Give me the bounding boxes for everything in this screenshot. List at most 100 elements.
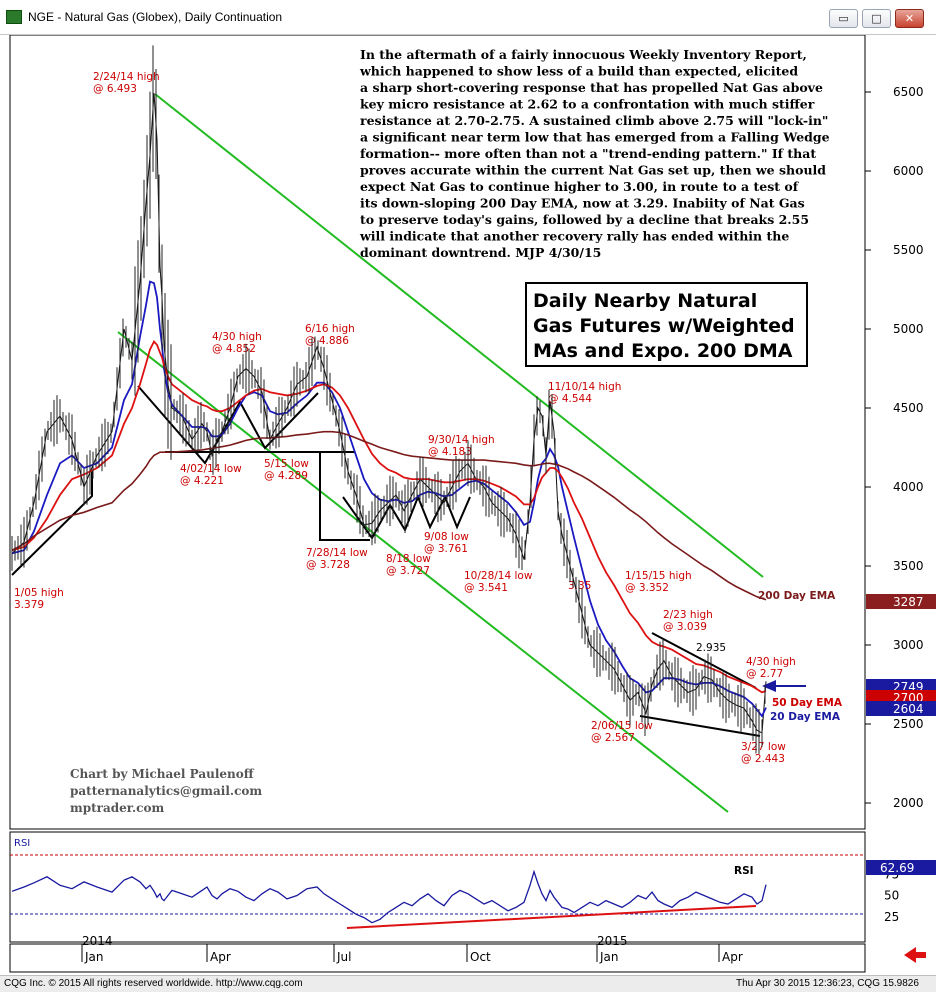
annotation-value: @ 4.852 — [212, 343, 256, 355]
annotation-label: 11/10/14 high — [548, 381, 621, 393]
annotation-value: @ 4.221 — [180, 475, 224, 487]
annotation-label: 9/08 low — [424, 531, 469, 543]
chart-title-line: MAs and Expo. 200 DMA — [533, 340, 793, 362]
annotation-value: @ 2.443 — [741, 753, 785, 765]
month-label: Jul — [336, 950, 351, 964]
credits: Chart by Michael Paulenoff patternanalyti… — [70, 767, 262, 815]
wedge-lower-line — [639, 715, 761, 737]
commentary-line: In the aftermath of a fairly innocuous W… — [360, 47, 807, 62]
app-icon — [6, 10, 22, 24]
credit-line: mptrader.com — [70, 801, 164, 815]
month-label: Oct — [470, 950, 491, 964]
commentary-line: proves accurate within the current Nat G… — [360, 163, 826, 178]
rsi-panel-frame — [9, 831, 866, 943]
commentary-line: which happened to show less of a build t… — [359, 64, 798, 79]
credit-line: patternanalytics@gmail.com — [70, 784, 262, 798]
commentary-line: its down-sloping 200 Day EMA, now at 3.2… — [360, 196, 805, 211]
minimize-button[interactable]: ▭ — [829, 9, 858, 28]
maximize-button[interactable]: □ — [862, 9, 891, 28]
price-tick-label: 6500 — [893, 85, 924, 99]
measure-bracket — [319, 452, 370, 541]
annotation-label: 7/28/14 low — [306, 547, 368, 559]
chart-title-line: Gas Futures w/Weighted — [533, 315, 795, 337]
annotation-value: @ 6.493 — [93, 83, 137, 95]
legend-ema50: 50 Day EMA — [772, 697, 843, 709]
annotation-value: @ 3.039 — [663, 621, 707, 633]
month-label: Apr — [210, 950, 231, 964]
month-label: Jan — [599, 950, 619, 964]
annotation-label: 8/18 low — [386, 553, 431, 565]
price-tick-label: 4000 — [893, 480, 924, 494]
annotation-value: @ 4.183 — [428, 446, 472, 458]
month-label: Jan — [84, 950, 104, 964]
commentary-line: resistance at 2.70-2.75. A sustained cli… — [360, 113, 828, 128]
price-tick-label: 5000 — [893, 322, 924, 336]
annotation-label: 4/30 high — [746, 656, 796, 668]
year-label: 2014 — [82, 934, 113, 948]
annotation-label: 5/15 low — [264, 458, 309, 470]
chart-title-box — [525, 282, 808, 367]
price-badge — [866, 701, 936, 716]
commentary-line: will indicate that another recovery rall… — [359, 229, 789, 244]
year-label: 2015 — [597, 934, 628, 948]
price-badge-value: 2604 — [893, 702, 924, 716]
ema50-series — [11, 340, 767, 694]
price-badge-value: 3287 — [893, 595, 924, 609]
price-tick-label: 2000 — [893, 796, 924, 810]
price-badge — [866, 594, 936, 609]
rsi-trend-line — [346, 905, 757, 929]
legend-ema20: 20 Day EMA — [770, 711, 841, 723]
window-title: NGE - Natural Gas (Globex), Daily Contin… — [28, 10, 283, 24]
price-tick-label: 3000 — [893, 638, 924, 652]
rsi-axis: 255075 — [884, 867, 899, 924]
wedge-level-label: 2.935 — [696, 642, 726, 654]
timestamp-text: Thu Apr 30 2015 12:36:23, CQG 15.9826 — [736, 978, 919, 989]
price-axis: 2000 2500 3000 3500 4000 4500 5000 5500 6000 6500 — [865, 85, 924, 810]
close-button[interactable]: ✕ — [895, 9, 924, 28]
annotation-label: 10/28/14 low — [464, 570, 533, 582]
chart-title-line: Daily Nearby Natural — [533, 290, 757, 312]
annotation-label: 9/30/14 high — [428, 434, 495, 446]
credit-line: Chart by Michael Paulenoff — [70, 767, 255, 781]
time-axis-frame — [9, 943, 866, 973]
rsi-current-badge — [866, 860, 936, 875]
rsi-tick-label: 25 — [884, 910, 899, 924]
commentary-line: dominant downtrend. MJP 4/30/15 — [360, 245, 601, 260]
price-tick-label: 6000 — [893, 164, 924, 178]
wedge-upper-line — [651, 632, 757, 689]
annotation-value: 3.379 — [14, 599, 44, 611]
rsi-label: RSI — [734, 865, 754, 877]
status-bar: CQG Inc. © 2015 All rights reserved worl… — [0, 975, 936, 992]
scroll-arrow-icon[interactable] — [904, 947, 926, 963]
time-axis: Jan Apr Jul Oct Jan Apr 2014 2015 — [81, 934, 743, 964]
price-chart: In the aftermath of a fairly innocuous W… — [9, 35, 936, 973]
commentary-line: key micro resistance at 2.62 to a confro… — [360, 97, 815, 112]
annotation-label: 2/24/14 high — [93, 71, 160, 83]
annotation-label: 4/02/14 low — [180, 463, 242, 475]
price-tick-label: 4500 — [893, 401, 924, 415]
commentary: In the aftermath of a fairly innocuous W… — [359, 47, 830, 260]
copyright-text: CQG Inc. © 2015 All rights reserved worl… — [4, 978, 303, 989]
price-tick-label: 5500 — [893, 243, 924, 257]
legend-ema200: 200 Day EMA — [758, 590, 836, 602]
annotation-label: 3/27 low — [741, 741, 786, 753]
ema200-series — [11, 430, 767, 601]
annotation-label: 2/23 high — [663, 609, 713, 621]
price-tick-label: 2500 — [893, 717, 924, 731]
window-titlebar: NGE - Natural Gas (Globex), Daily Contin… — [0, 0, 936, 35]
rsi-panel-label: RSI — [14, 838, 30, 849]
chart-title: Daily Nearby Natural Gas Futures w/Weight… — [533, 290, 795, 362]
price-tick-label: 3500 — [893, 559, 924, 573]
commentary-line: a significant near term low that has eme… — [360, 130, 830, 145]
rsi-current-value: 62.69 — [880, 861, 914, 875]
commentary-line: formation-- more often than not a "trend… — [360, 146, 816, 161]
commentary-line: expect Nat Gas to continue higher to 3.0… — [360, 179, 800, 194]
arrow-icon — [762, 680, 806, 692]
annotation-value: @ 4.289 — [264, 470, 308, 482]
commentary-line: a sharp short-covering response that has… — [360, 80, 823, 95]
annotation-value: @ 3.728 — [306, 559, 350, 571]
early-trend-line — [11, 470, 93, 576]
commentary-line: to preserve today's gains, followed by a… — [360, 212, 809, 227]
annotation-value: @ 3.727 — [386, 565, 430, 577]
